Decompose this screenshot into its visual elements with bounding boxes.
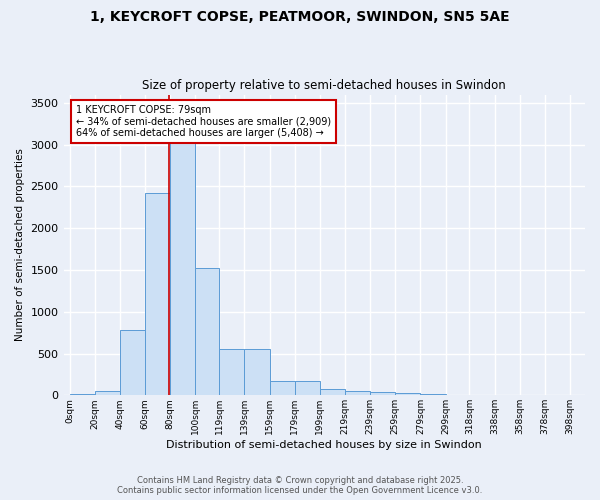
Bar [244,350,269,396]
Bar [120,330,145,396]
Bar [95,391,120,396]
X-axis label: Distribution of semi-detached houses by size in Swindon: Distribution of semi-detached houses by … [166,440,482,450]
Bar [295,380,320,396]
Bar [345,390,370,396]
Bar [170,128,196,396]
Bar [196,268,220,396]
Y-axis label: Number of semi-detached properties: Number of semi-detached properties [15,148,25,342]
Bar [395,393,421,396]
Text: Contains HM Land Registry data © Crown copyright and database right 2025.
Contai: Contains HM Land Registry data © Crown c… [118,476,482,495]
Bar [70,394,95,396]
Text: 1, KEYCROFT COPSE, PEATMOOR, SWINDON, SN5 5AE: 1, KEYCROFT COPSE, PEATMOOR, SWINDON, SN… [90,10,510,24]
Bar [220,350,244,396]
Bar [421,394,446,396]
Bar [320,388,345,396]
Text: 1 KEYCROFT COPSE: 79sqm
← 34% of semi-detached houses are smaller (2,909)
64% of: 1 KEYCROFT COPSE: 79sqm ← 34% of semi-de… [76,104,331,138]
Bar [145,193,170,396]
Bar [370,392,395,396]
Title: Size of property relative to semi-detached houses in Swindon: Size of property relative to semi-detach… [142,79,506,92]
Bar [269,380,295,396]
